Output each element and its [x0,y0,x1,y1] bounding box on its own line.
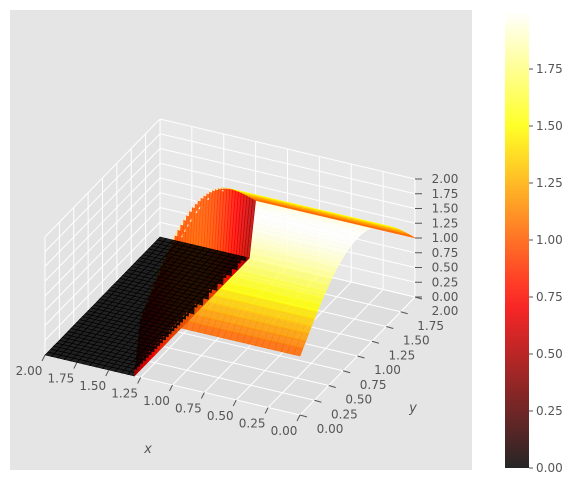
y-tick-label: 1.50 [403,334,430,348]
x-tick-label: 1.50 [79,379,106,393]
colorbar-gradient [505,12,529,468]
surface [44,187,416,377]
z-tick-label: 1.25 [432,216,459,230]
z-tick-label: 1.50 [432,202,459,216]
tick-mark [105,369,110,377]
y-tick-label: 0.25 [331,407,358,421]
y-tick-label: 1.00 [374,363,401,377]
z-tick-label: 0.75 [432,246,459,260]
y-tick-label: 0.50 [345,393,372,407]
x-tick-label: 0.50 [207,409,234,423]
z-tick-label: 0.00 [432,290,459,304]
tick-mark [357,355,365,359]
x-tick-label: 0.00 [271,424,298,438]
y-axis-label: y [408,401,417,416]
grid-back-z [159,162,416,224]
y-tick-label: 0.75 [360,378,387,392]
tick-mark [232,399,237,407]
colorbar-tick-label: 0.75 [536,290,563,304]
y-tick-label: 0.00 [317,422,344,436]
tick-mark [299,414,308,418]
colorbar-tick-label: 0.00 [536,461,563,475]
x-tick-label: 1.00 [143,394,170,408]
grid-side-z [44,162,161,282]
x-tick-label: 0.25 [239,417,266,431]
colorbar-tick-label: 1.00 [536,233,563,247]
grid-back-z [159,133,416,195]
tick-mark [169,384,173,392]
tick-mark [342,370,351,374]
x-axis-label: x [143,442,152,457]
grid-side-z [44,177,161,297]
tick-mark [314,399,322,403]
colorbar-tick-label: 1.25 [536,176,563,190]
tick-mark [400,311,408,315]
tick-mark [264,407,269,414]
tick-mark [137,377,142,384]
colorbar-tick-label: 0.25 [536,404,563,418]
colorbar-tick-label: 0.50 [536,347,563,361]
y-tick-label: 2.00 [432,304,459,318]
z-tick-label: 0.50 [432,261,459,275]
z-tick-label: 1.00 [432,231,459,245]
z-tick-label: 2.00 [432,172,459,186]
grid-side-z [44,148,161,267]
z-tick-label: 1.75 [432,187,459,201]
grid-back-z [159,148,416,209]
tick-mark [200,392,205,399]
axis-ticks: 0.000.250.500.751.001.251.501.752.000.00… [16,172,459,438]
grid-back-z [159,118,416,180]
x-tick-label: 2.00 [16,364,43,378]
x-tick-label: 1.75 [48,372,75,386]
tick-mark [371,340,380,344]
tick-mark [73,362,78,369]
surface-patch [405,234,416,239]
z-tick-label: 0.25 [432,275,459,289]
x-tick-label: 1.25 [111,387,138,401]
colorbar-tick-label: 1.50 [536,119,563,133]
tick-mark [296,414,301,422]
grid-side-z [44,118,161,238]
grid-side-z [44,133,161,253]
tick-mark [386,326,394,329]
x-tick-label: 0.75 [175,402,202,416]
tick-mark [41,354,46,362]
y-tick-label: 1.75 [417,319,444,333]
colorbar: 0.00 0.25 0.50 0.75 1.00 1.25 1.50 1.75 [505,12,563,475]
y-tick-label: 1.25 [389,348,416,362]
colorbar-tick-label: 1.75 [536,62,563,76]
tick-mark [328,385,336,388]
